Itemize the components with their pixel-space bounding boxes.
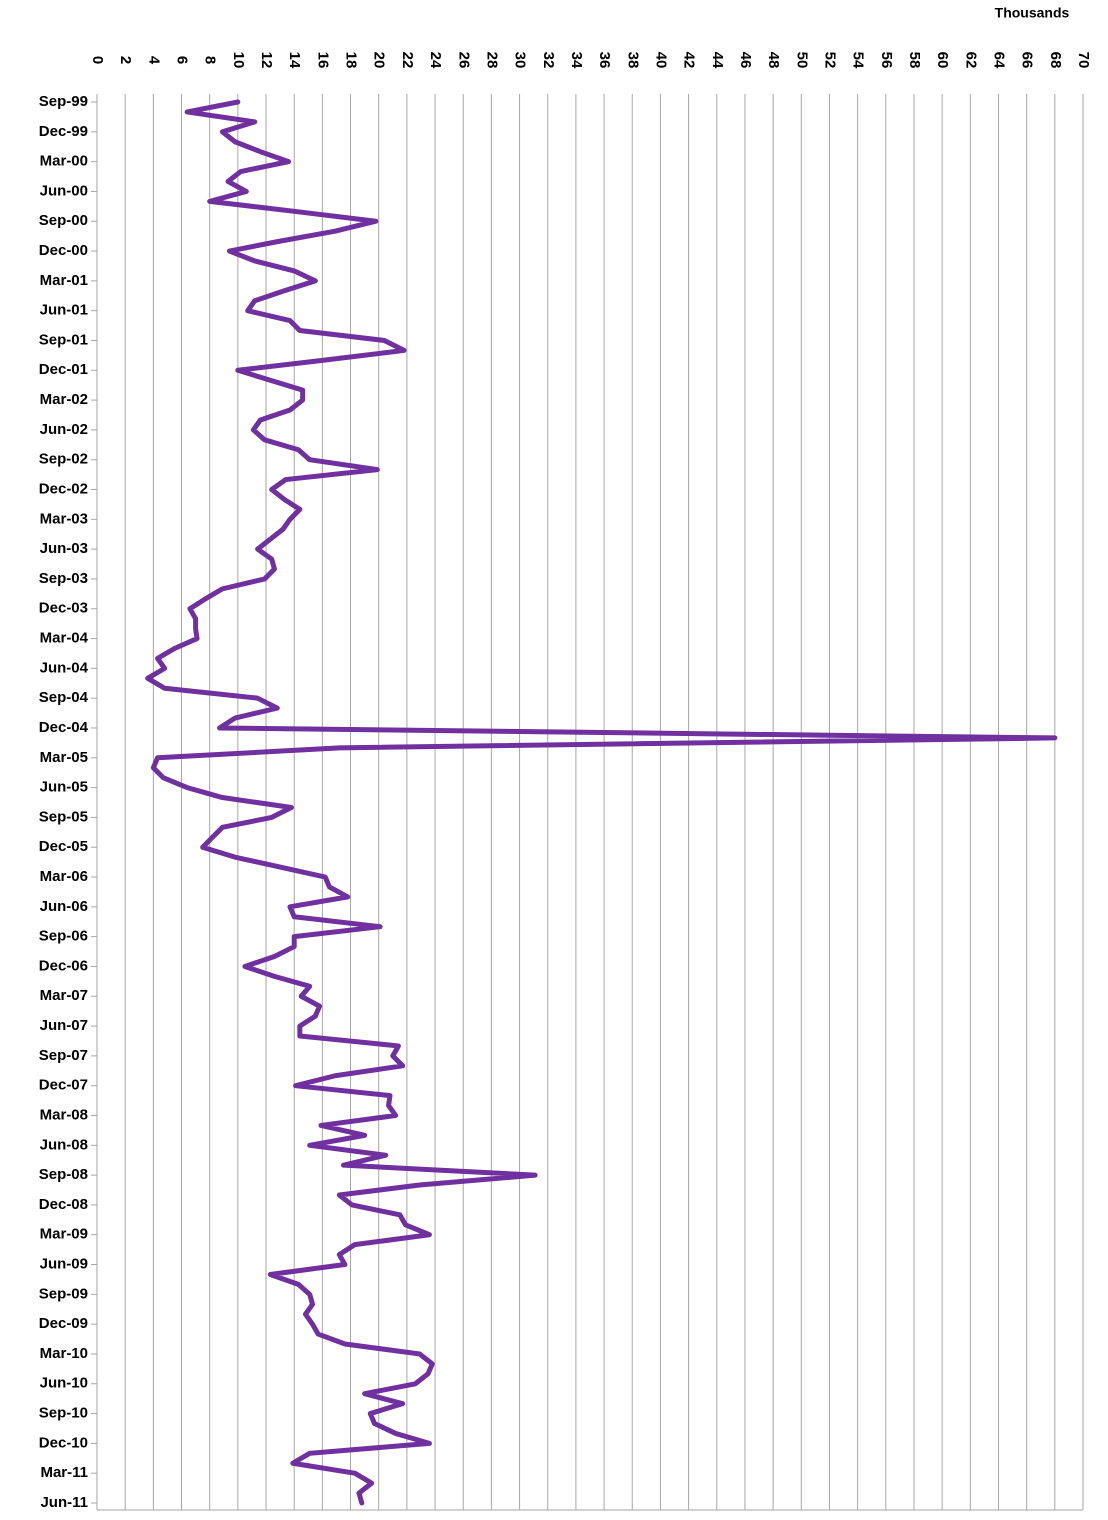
y-tick-label: Mar-10 <box>40 1345 88 1362</box>
y-tick-label: Sep-02 <box>39 451 88 468</box>
x-tick-label: 16 <box>314 52 331 69</box>
x-tick-label: 56 <box>878 52 895 69</box>
x-tick-label: 48 <box>765 52 782 69</box>
y-tick-label: Dec-99 <box>39 123 88 140</box>
y-tick-label: Jun-03 <box>40 540 88 557</box>
y-tick-label: Sep-03 <box>39 570 88 587</box>
y-tick-label: Mar-11 <box>40 1464 88 1481</box>
y-tick-label: Mar-04 <box>40 630 89 647</box>
y-tick-label: Jun-00 <box>40 182 88 199</box>
y-tick-label: Sep-07 <box>39 1047 88 1064</box>
y-tick-label: Mar-09 <box>40 1226 88 1243</box>
x-tick-label: 52 <box>821 52 838 69</box>
x-tick-label: 4 <box>145 56 162 65</box>
y-tick-label: Jun-01 <box>40 302 88 319</box>
y-tick-label: Sep-09 <box>39 1285 88 1302</box>
y-tick-label: Dec-00 <box>39 242 88 259</box>
y-tick-label: Mar-00 <box>40 153 88 170</box>
y-tick-label: Dec-01 <box>39 361 88 378</box>
x-tick-label: 20 <box>371 52 388 69</box>
y-tick-label: Sep-04 <box>39 689 89 706</box>
x-tick-label: 34 <box>568 52 585 69</box>
y-tick-label: Jun-11 <box>40 1494 88 1511</box>
x-tick-label: 62 <box>962 52 979 69</box>
y-tick-label: Jun-04 <box>40 659 89 676</box>
x-tick-label: 58 <box>906 52 923 69</box>
y-tick-label: Dec-07 <box>39 1077 88 1094</box>
y-tick-label: Sep-01 <box>39 331 88 348</box>
y-tick-label: Sep-99 <box>39 93 88 110</box>
y-tick-label: Mar-08 <box>40 1106 88 1123</box>
y-tick-label: Jun-08 <box>40 1136 88 1153</box>
y-tick-label: Dec-10 <box>39 1434 88 1451</box>
x-tick-label: 40 <box>652 52 669 69</box>
x-tick-label: 30 <box>512 52 529 69</box>
x-tick-label: 38 <box>624 52 641 69</box>
y-tick-label: Mar-02 <box>40 391 88 408</box>
y-tick-label: Jun-05 <box>40 779 88 796</box>
x-tick-label: 68 <box>1047 52 1064 69</box>
x-tick-label: 12 <box>258 52 275 69</box>
y-tick-label: Jun-06 <box>40 898 88 915</box>
y-tick-label: Mar-07 <box>40 987 88 1004</box>
y-tick-label: Mar-01 <box>40 272 88 289</box>
x-tick-label: 46 <box>737 52 754 69</box>
x-tick-label: 50 <box>793 52 810 69</box>
x-tick-label: 22 <box>399 52 416 69</box>
y-tick-label: Jun-09 <box>40 1256 88 1273</box>
x-tick-label: 44 <box>709 52 726 69</box>
x-tick-label: 0 <box>89 56 106 64</box>
x-tick-label: 70 <box>1075 52 1092 69</box>
data-line <box>145 99 1058 1506</box>
x-tick-label: 2 <box>117 56 134 64</box>
x-tick-label: 36 <box>596 52 613 69</box>
x-tick-label: 60 <box>934 52 951 69</box>
y-tick-label: Dec-04 <box>39 719 89 736</box>
x-tick-label: 24 <box>427 52 444 69</box>
y-tick-label: Sep-06 <box>39 928 88 945</box>
x-tick-label: 32 <box>540 52 557 69</box>
x-tick-label: 42 <box>681 52 698 69</box>
x-tick-label: 28 <box>483 52 500 69</box>
y-tick-label: Mar-05 <box>40 749 88 766</box>
y-tick-label: Jun-07 <box>40 1017 88 1034</box>
x-axis-label: Thousands <box>995 5 1070 21</box>
x-tick-label: 6 <box>174 56 191 64</box>
x-tick-label: 14 <box>286 52 303 69</box>
y-tick-label: Sep-00 <box>39 212 88 229</box>
x-tick-label: 8 <box>202 56 219 64</box>
y-tick-label: Dec-09 <box>39 1315 88 1332</box>
y-tick-label: Sep-08 <box>39 1166 88 1183</box>
y-tick-label: Dec-08 <box>39 1196 88 1213</box>
y-tick-label: Dec-06 <box>39 957 88 974</box>
y-tick-label: Dec-02 <box>39 480 88 497</box>
y-tick-label: Dec-03 <box>39 600 88 617</box>
x-tick-label: 10 <box>230 52 247 69</box>
y-tick-label: Jun-02 <box>40 421 88 438</box>
y-tick-label: Sep-05 <box>39 808 88 825</box>
x-tick-label: 26 <box>455 52 472 69</box>
y-tick-label: Dec-05 <box>39 838 88 855</box>
y-tick-label: Sep-10 <box>39 1405 88 1422</box>
x-tick-label: 66 <box>1019 52 1036 69</box>
x-tick-label: 64 <box>991 52 1008 69</box>
y-tick-label: Mar-03 <box>40 510 88 527</box>
x-tick-label: 54 <box>850 52 867 69</box>
y-tick-label: Mar-06 <box>40 868 88 885</box>
y-tick-label: Jun-10 <box>40 1375 88 1392</box>
x-tick-label: 18 <box>343 52 360 69</box>
